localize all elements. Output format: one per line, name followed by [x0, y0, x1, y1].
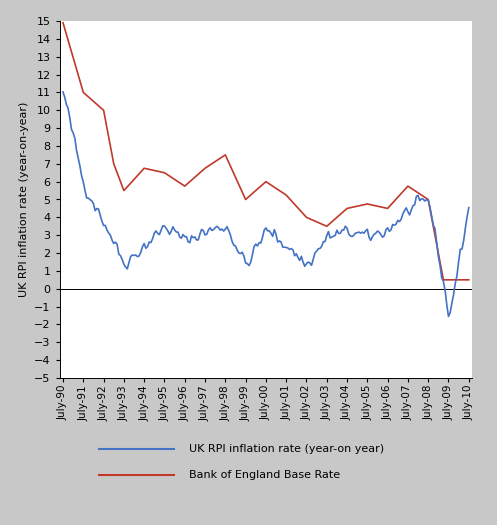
Text: UK RPI inflation rate (year-on year): UK RPI inflation rate (year-on year) — [189, 444, 384, 454]
Text: Bank of England Base Rate: Bank of England Base Rate — [189, 470, 340, 480]
Y-axis label: UK RPI inflation rate (year-on-year): UK RPI inflation rate (year-on-year) — [18, 102, 28, 297]
